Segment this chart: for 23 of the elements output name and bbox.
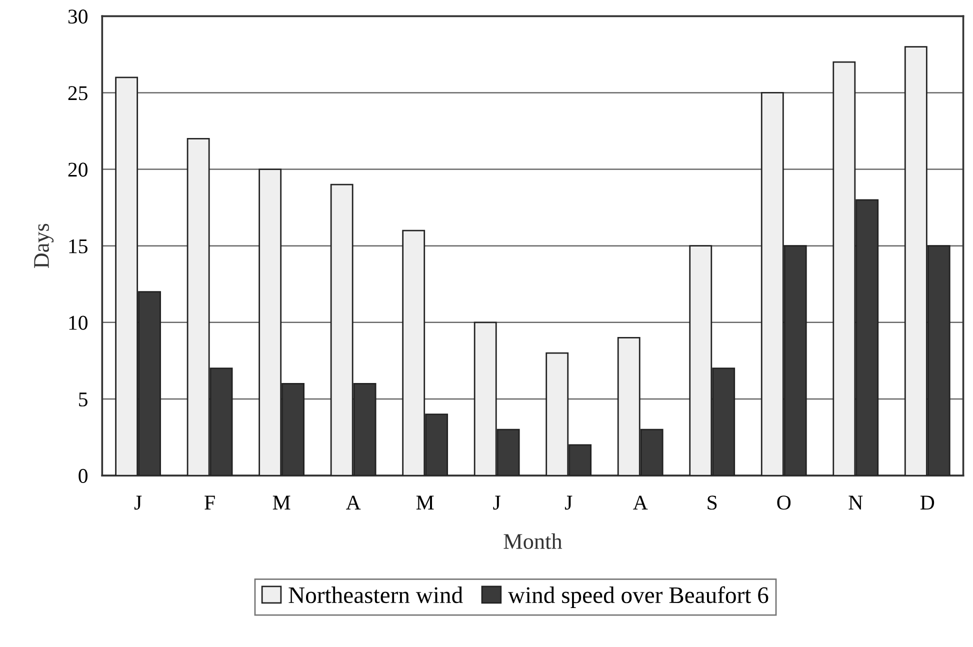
x-tick-label: J: [493, 496, 500, 510]
y-tick-label: 25: [68, 86, 88, 100]
x-tick-label: J: [564, 496, 572, 510]
y-tick-label: 5: [79, 392, 88, 406]
x-tick-label: J: [134, 496, 142, 510]
y-tick-label: 20: [68, 162, 88, 177]
y-tick-label: 10: [69, 316, 88, 330]
x-axis-title: Month: [504, 533, 562, 549]
y-tick-label: 30: [68, 10, 88, 24]
x-tick-label: O: [777, 496, 791, 510]
x-tick-label: M: [272, 496, 290, 510]
y-tick-label: 15: [69, 239, 88, 254]
x-tick-label: D: [920, 496, 934, 510]
x-tick-label: M: [416, 496, 434, 510]
x-tick-label: A: [346, 496, 361, 510]
x-tick-label: A: [633, 496, 648, 510]
x-tick-label: N: [848, 496, 863, 510]
y-tick-label: 0: [78, 468, 88, 483]
y-axis-title: Days: [34, 224, 54, 268]
x-tick-label: F: [204, 496, 215, 510]
legend-label: wind speed over Beaufort 6: [508, 586, 768, 608]
x-tick-label: S: [708, 496, 717, 510]
legend-label: Northeastern wind: [288, 586, 463, 604]
